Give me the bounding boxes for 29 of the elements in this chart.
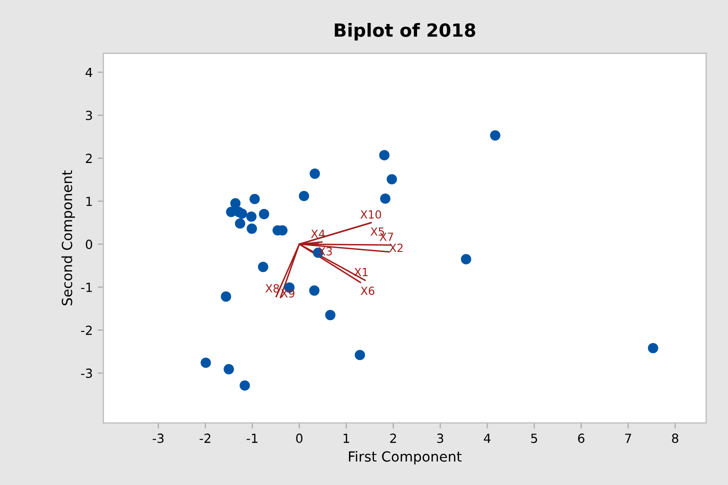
x-tick-label: -2 — [200, 434, 210, 443]
y-tick-label: 0 — [86, 240, 92, 250]
series-label: X10 — [360, 210, 382, 219]
x-tick-label: 8 — [672, 434, 678, 444]
y-tick-label: -2 — [81, 326, 92, 335]
x-tick-label: 3 — [437, 434, 444, 444]
y-tick-label: 2 — [86, 154, 92, 163]
x-axis-title: First Component — [348, 450, 462, 464]
x-tick-label: 5 — [531, 434, 538, 444]
x-tick-label: -1 — [246, 434, 258, 443]
x-tick-label: 1 — [344, 434, 350, 443]
y-tick-label: -1 — [81, 282, 92, 292]
series-label: X8 — [265, 284, 280, 293]
x-tick-label: -3 — [152, 434, 164, 444]
y-axis-title: Second Component — [62, 170, 75, 306]
x-tick-label: 6 — [578, 434, 584, 444]
series-label: X1 — [354, 268, 368, 276]
y-tick-label: 3 — [86, 110, 92, 120]
y-tick-label: 4 — [86, 68, 92, 78]
series-label: X6 — [360, 286, 374, 296]
chart-title: Biplot of 2018 — [334, 22, 476, 40]
x-tick-label: 7 — [625, 434, 632, 443]
x-tick-label: 4 — [484, 434, 490, 443]
series-label: X2 — [389, 244, 403, 252]
x-tick-label: 2 — [390, 434, 396, 443]
y-tick-label: 1 — [86, 196, 92, 206]
x-tick-label: 0 — [296, 434, 302, 444]
y-tick-label: -3 — [81, 368, 92, 378]
series-label: X4 — [311, 230, 325, 238]
